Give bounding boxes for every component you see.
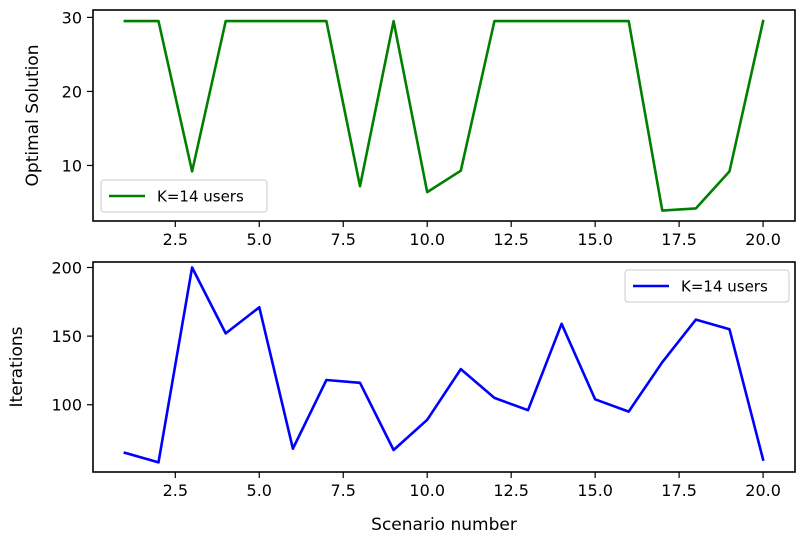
bottom-x-tick-label: 20.0 [745,481,781,500]
top-legend-label: K=14 users [157,188,244,206]
top-x-tick-label: 15.0 [577,230,613,249]
top-ticks: 2.5 5.0 7.5 10.0 12.5 15.0 17.5 20.0 10 20 30 [62,8,781,249]
top-subplot: 2.5 5.0 7.5 10.0 12.5 15.0 17.5 20.0 10 20 30 Opti… [23,8,796,249]
bottom-legend-box [624,269,790,303]
top-series-line [123,19,765,212]
bottom-plot-content [123,266,765,464]
top-x-tick-label: 2.5 [163,230,188,249]
bottom-x-tick-label: 7.5 [331,481,356,500]
bottom-axes-frame [92,261,796,473]
bottom-legend: K=14 users [624,269,790,303]
top-y-tick-label: 30 [62,8,82,27]
top-axes-frame [92,9,796,222]
bottom-series-line [123,266,765,464]
bottom-x-tick-label: 2.5 [163,481,188,500]
bottom-legend-label: K=14 users [681,278,768,296]
bottom-x-axis-label: Scenario number [371,515,517,535]
top-legend: K=14 users [100,179,268,213]
top-x-tick-label: 7.5 [331,230,356,249]
bottom-x-tick-label: 10.0 [409,481,445,500]
top-y-axis-label: Optimal Solution [23,45,43,187]
top-y-tick-label: 10 [62,156,82,175]
bottom-subplot: 2.5 5.0 7.5 10.0 12.5 15.0 17.5 20.0 100 150 200 I… [7,258,796,535]
top-plot-content [123,19,765,212]
bottom-ticks: 2.5 5.0 7.5 10.0 12.5 15.0 17.5 20.0 100 150 200 [51,258,780,500]
top-x-tick-label: 12.5 [493,230,529,249]
bottom-x-tick-label: 12.5 [493,481,529,500]
bottom-x-tick-label: 5.0 [247,481,272,500]
top-x-tick-label: 10.0 [409,230,445,249]
top-x-tick-label: 5.0 [247,230,272,249]
bottom-y-tick-label: 150 [51,327,82,346]
bottom-y-axis-label: Iterations [7,326,27,407]
bottom-x-tick-label: 15.0 [577,481,613,500]
bottom-y-tick-label: 200 [51,258,82,277]
top-x-tick-label: 17.5 [661,230,697,249]
bottom-y-tick-label: 100 [51,396,82,415]
top-y-tick-label: 20 [62,82,82,101]
top-x-tick-label: 20.0 [745,230,781,249]
bottom-x-tick-label: 17.5 [661,481,697,500]
top-legend-box [100,179,268,213]
